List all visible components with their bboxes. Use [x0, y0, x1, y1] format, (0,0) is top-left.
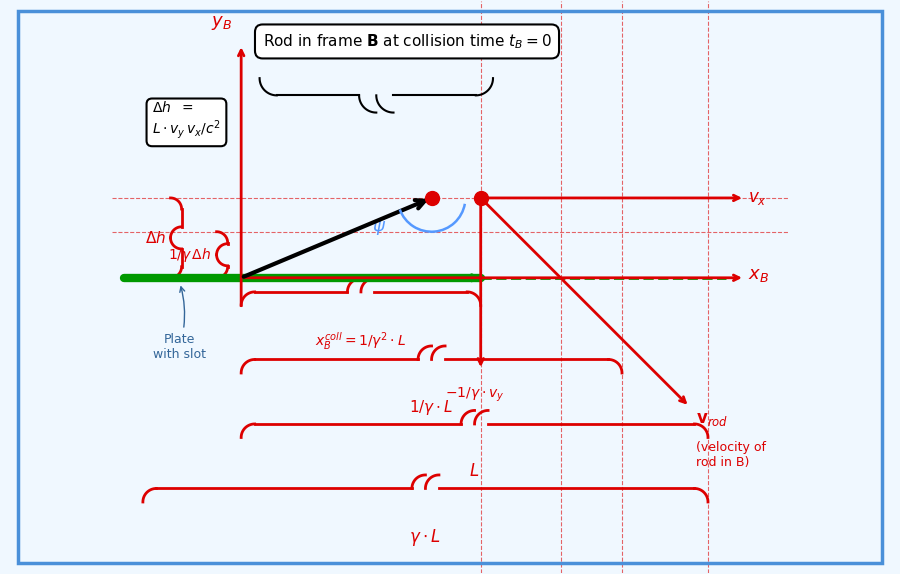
Text: $1/\gamma\,\Delta h$: $1/\gamma\,\Delta h$ — [168, 246, 212, 264]
Text: $y_B$: $y_B$ — [211, 14, 232, 32]
Text: $\mathbf{v}_{rod}$: $\mathbf{v}_{rod}$ — [696, 410, 728, 428]
Text: $x_B^{coll} = 1/\gamma^2 \cdot L$: $x_B^{coll} = 1/\gamma^2 \cdot L$ — [315, 330, 407, 352]
Text: $\Delta h\ \ =$
$L \cdot v_y\, v_x /c^2$: $\Delta h\ \ =$ $L \cdot v_y\, v_x /c^2$ — [152, 100, 220, 141]
Text: $\Delta h$: $\Delta h$ — [145, 230, 166, 246]
Text: Plate
with slot: Plate with slot — [153, 287, 206, 360]
Text: Rod in frame $\mathbf{B}$ at collision time $t_B = 0$: Rod in frame $\mathbf{B}$ at collision t… — [263, 32, 552, 51]
Text: (velocity of
rod in B): (velocity of rod in B) — [696, 441, 766, 468]
Text: $L$: $L$ — [470, 462, 480, 480]
Text: $1/\gamma \cdot L$: $1/\gamma \cdot L$ — [410, 398, 454, 417]
Text: $v_x$: $v_x$ — [748, 189, 767, 207]
Text: $-1/\gamma \cdot v_y$: $-1/\gamma \cdot v_y$ — [445, 385, 504, 404]
Text: $\gamma \cdot L$: $\gamma \cdot L$ — [410, 526, 441, 548]
Text: $x_B$: $x_B$ — [748, 266, 769, 284]
Text: $\psi$: $\psi$ — [373, 219, 386, 238]
